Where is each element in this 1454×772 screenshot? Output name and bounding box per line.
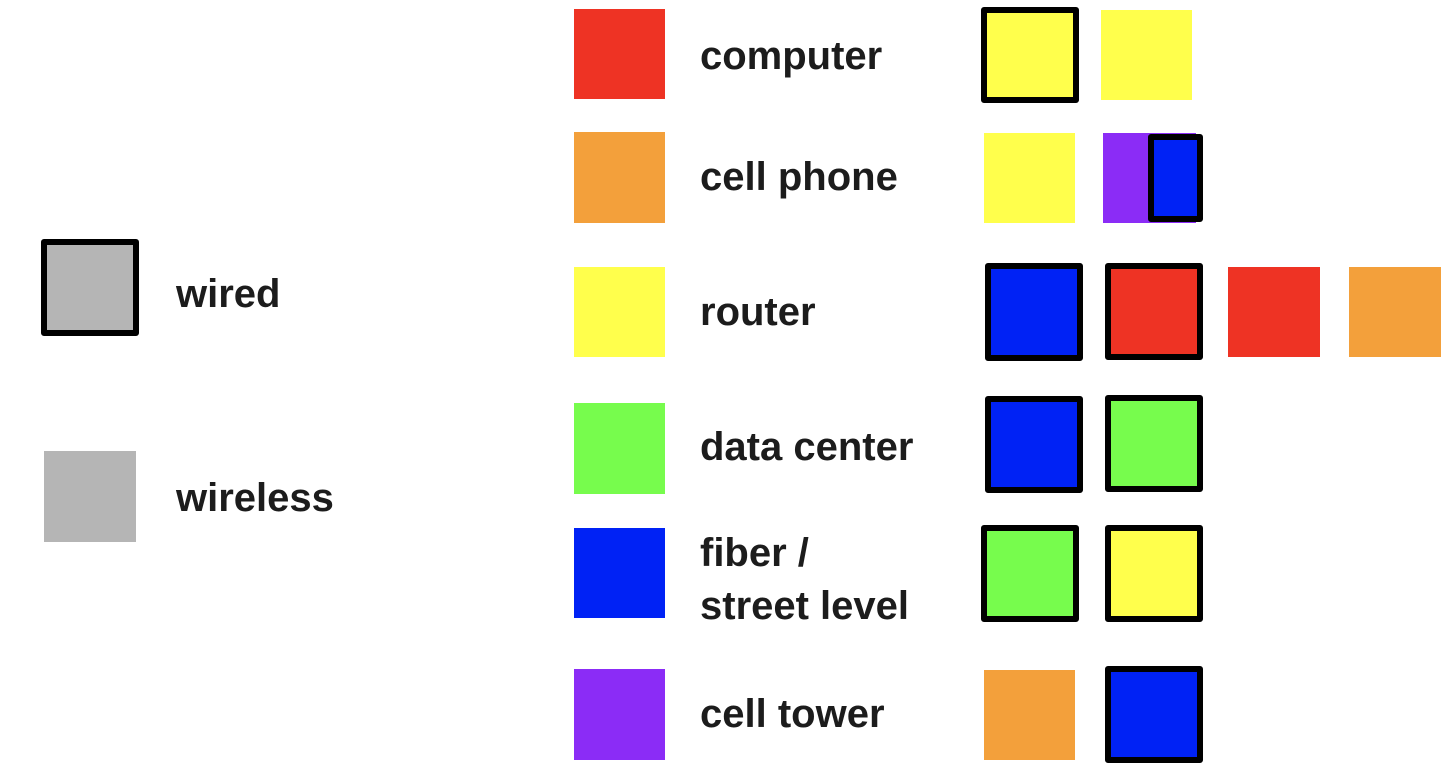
device-swatch-computer xyxy=(574,9,665,99)
device-label-fiber-line-1: fiber / xyxy=(700,531,809,575)
device-swatch-cell-phone xyxy=(574,132,665,223)
connection-router-red-wired xyxy=(1105,263,1203,360)
legend-wireless-swatch xyxy=(44,451,136,542)
connection-cell-tower-orange-wireless xyxy=(984,670,1075,760)
connection-router-orange-wireless xyxy=(1349,267,1441,357)
device-label-cell-tower: cell tower xyxy=(700,692,885,736)
connection-cell-phone-blue-wired-overlay xyxy=(1148,134,1203,222)
connection-router-blue-wired xyxy=(985,263,1083,361)
legend-wireless-label: wireless xyxy=(176,476,334,520)
connection-router-red-wireless xyxy=(1228,267,1320,357)
connection-cell-phone-yellow-wireless xyxy=(984,133,1075,223)
connection-cell-tower-blue-wired xyxy=(1105,666,1203,763)
device-label-fiber-line-2: street level xyxy=(700,584,910,628)
device-label-cell-phone: cell phone xyxy=(700,155,898,199)
device-label-router: router xyxy=(700,290,816,334)
device-swatch-cell-tower xyxy=(574,669,665,760)
connection-data-center-blue-wired xyxy=(985,396,1083,493)
legend-wired-swatch xyxy=(41,239,139,336)
connection-data-center-green-wired xyxy=(1105,395,1203,492)
device-swatch-fiber-street-level xyxy=(574,528,665,618)
connection-computer-yellow-wireless xyxy=(1101,10,1192,100)
connection-fiber-yellow-wired xyxy=(1105,525,1203,622)
device-label-data-center: data center xyxy=(700,425,914,469)
device-swatch-router xyxy=(574,267,665,357)
connection-fiber-green-wired xyxy=(981,525,1079,622)
device-swatch-data-center xyxy=(574,403,665,494)
connection-computer-yellow-wired xyxy=(981,7,1079,103)
device-label-computer: computer xyxy=(700,34,883,78)
legend-wired-label: wired xyxy=(176,272,281,316)
